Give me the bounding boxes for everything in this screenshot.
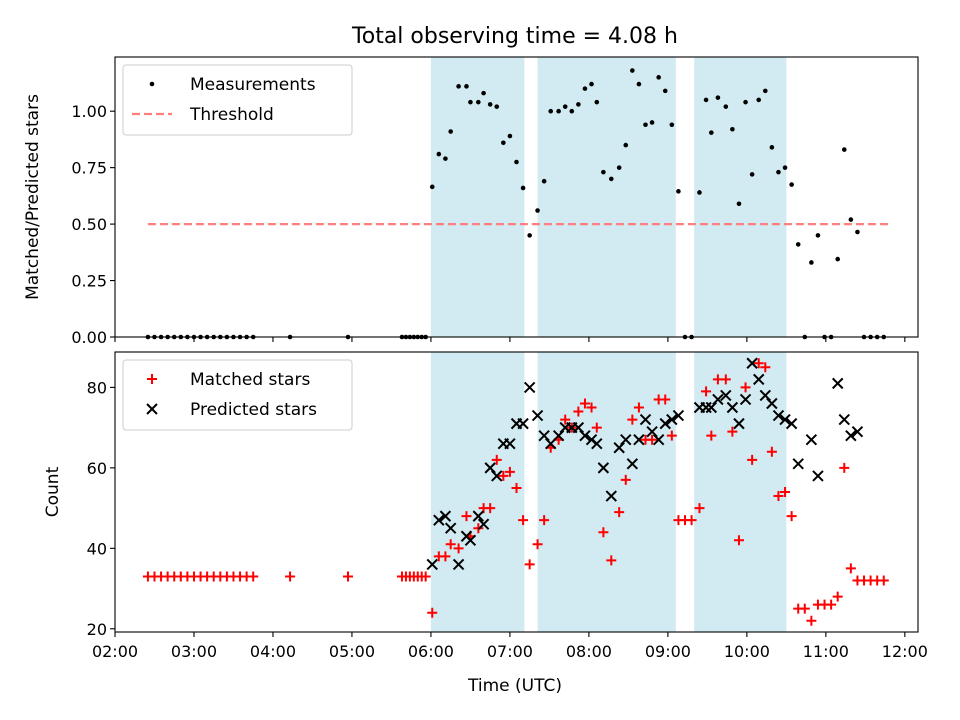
- measurement-point: [835, 257, 840, 262]
- measurement-point: [743, 100, 748, 105]
- measurement-point: [697, 190, 702, 195]
- measurement-point: [609, 177, 614, 182]
- measurement-point: [770, 145, 775, 150]
- measurement-point: [816, 233, 821, 238]
- observing-window-shade: [538, 57, 676, 337]
- measurement-point: [527, 233, 532, 238]
- measurement-point: [737, 201, 742, 206]
- measurement-point: [556, 109, 561, 114]
- measurement-point: [796, 242, 801, 247]
- measurement-point: [809, 260, 814, 265]
- measurement-point: [650, 120, 655, 125]
- legend-label: Predicted stars: [190, 400, 317, 420]
- x-tick-label: 06:00: [408, 642, 454, 661]
- measurement-point: [643, 122, 648, 127]
- y-tick-label: 20: [87, 620, 107, 639]
- x-tick-label: 03:00: [171, 642, 217, 661]
- measurement-point: [464, 84, 469, 89]
- measurement-point: [563, 104, 568, 109]
- measurement-point: [783, 165, 788, 170]
- legend-label: Matched stars: [190, 370, 310, 390]
- x-tick-label: 08:00: [566, 642, 612, 661]
- measurement-point: [468, 100, 473, 105]
- measurement-point: [617, 165, 622, 170]
- x-tick-label: 11:00: [803, 642, 849, 661]
- measurement-point: [849, 217, 854, 222]
- y-tick-label: 1.00: [71, 102, 107, 121]
- x-tick-label: 09:00: [645, 642, 691, 661]
- y-axis-label: Count: [43, 466, 63, 517]
- measurement-point: [476, 100, 481, 105]
- y-tick-label: 0.75: [71, 159, 107, 178]
- y-tick-label: 80: [87, 378, 107, 397]
- legend-swatch: [150, 82, 155, 87]
- x-tick-label: 10:00: [724, 642, 770, 661]
- measurement-point: [542, 179, 547, 184]
- measurement-point: [456, 84, 461, 89]
- measurement-point: [663, 89, 668, 94]
- measurement-point: [501, 141, 506, 146]
- y-tick-label: 40: [87, 539, 107, 558]
- y-tick-label: 60: [87, 459, 107, 478]
- measurement-point: [709, 130, 714, 135]
- x-tick-label: 02:00: [92, 642, 138, 661]
- measurement-point: [508, 134, 513, 139]
- measurement-point: [656, 75, 661, 80]
- observing-window-shade: [431, 57, 524, 337]
- legend: Matched stars Predicted stars: [123, 360, 352, 430]
- measurement-point: [583, 86, 588, 91]
- measurement-point: [855, 230, 860, 235]
- x-axis-label: Time (UTC): [467, 676, 562, 696]
- observing-window-shade: [694, 352, 786, 632]
- y-tick-label: 0.50: [71, 215, 107, 234]
- measurement-point: [437, 152, 442, 157]
- measurement-point: [488, 102, 493, 107]
- measurement-point: [750, 172, 755, 177]
- measurement-point: [514, 160, 519, 165]
- y-axis-label: Matched/Predicted stars: [23, 94, 43, 300]
- measurement-point: [576, 102, 581, 107]
- x-tick-label: 05:00: [329, 642, 375, 661]
- measurement-point: [535, 208, 540, 213]
- measurement-point: [448, 129, 453, 134]
- y-tick-label: 0.25: [71, 272, 107, 291]
- legend-label: Threshold: [189, 105, 274, 125]
- measurement-point: [623, 143, 628, 148]
- measurement-point: [724, 104, 729, 109]
- x-tick-label: 04:00: [250, 642, 296, 661]
- measurement-point: [443, 156, 448, 161]
- measurement-point: [756, 98, 761, 103]
- measurement-point: [704, 98, 709, 103]
- measurement-point: [730, 127, 735, 132]
- measurement-point: [763, 89, 768, 94]
- measurement-point: [601, 170, 606, 175]
- measurement-point: [842, 147, 847, 152]
- measurement-point: [670, 122, 675, 127]
- measurement-point: [716, 95, 721, 100]
- y-tick-label: 0.00: [71, 328, 107, 347]
- measurement-point: [521, 186, 526, 191]
- measurement-point: [630, 68, 635, 73]
- measurement-point: [494, 104, 499, 109]
- measurement-point: [569, 109, 574, 114]
- measurement-point: [789, 182, 794, 187]
- measurement-point: [430, 185, 435, 190]
- measurement-point: [481, 91, 486, 96]
- measurement-point: [548, 109, 553, 114]
- legend-label: Measurements: [190, 75, 316, 95]
- x-tick-label: 12:00: [882, 642, 928, 661]
- measurement-point: [589, 82, 594, 87]
- chart: Total observing time = 4.08 h 0.00 0.25 0.…: [0, 0, 960, 720]
- observing-window-shade: [431, 352, 524, 632]
- legend: Measurements Threshold: [123, 65, 352, 135]
- measurement-point: [595, 100, 600, 105]
- measurement-point: [637, 82, 642, 87]
- x-tick-label: 07:00: [487, 642, 533, 661]
- measurement-point: [676, 189, 681, 194]
- measurement-point: [776, 170, 781, 175]
- chart-title: Total observing time = 4.08 h: [351, 24, 678, 49]
